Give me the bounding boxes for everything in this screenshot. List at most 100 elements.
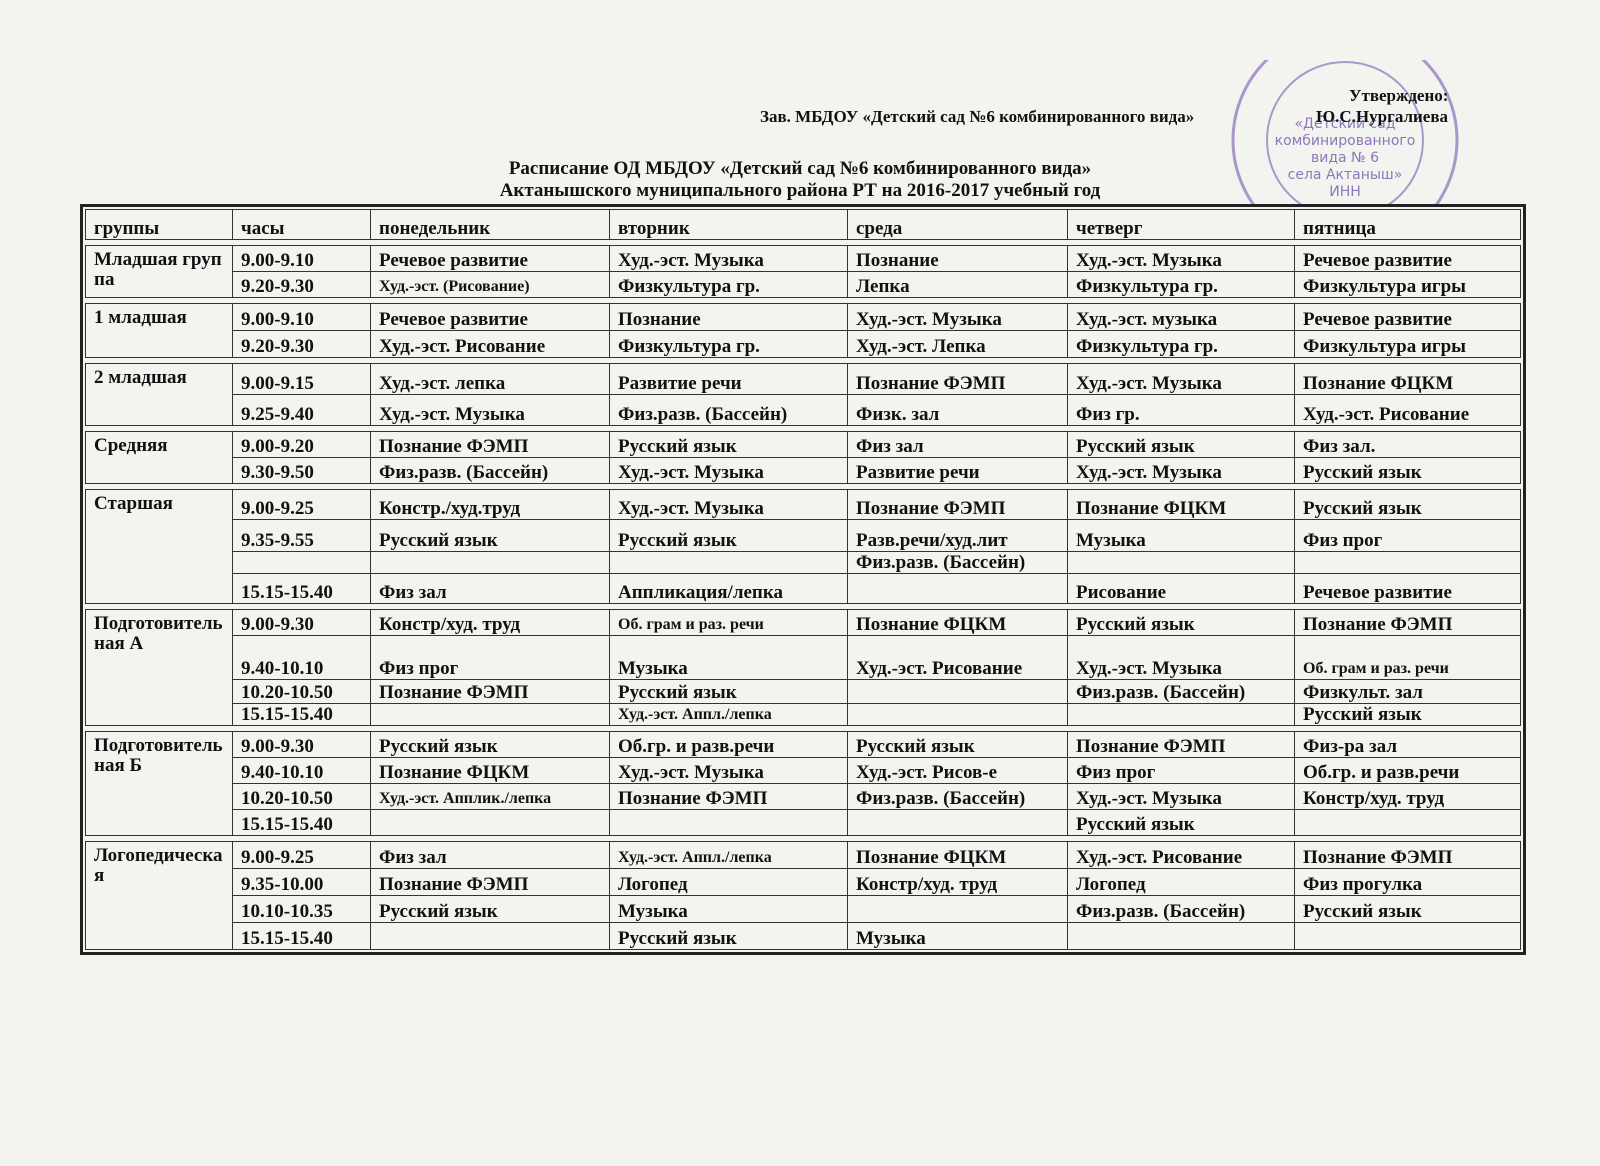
time-cell: 9.25-9.40	[232, 394, 371, 426]
activity-cell: Познание ФЦКМ	[1067, 489, 1295, 520]
schedule-row: 9.30-9.50 Физ.разв. (Бассейн) Худ.-эст. Му…	[86, 457, 1521, 484]
activity-cell: Физ.разв. (Бассейн)	[847, 783, 1068, 810]
activity-cell: Русский язык	[609, 431, 848, 458]
time-cell: 9.00-9.25	[232, 489, 371, 520]
activity-cell: Русский язык	[1294, 457, 1521, 484]
activity-cell: Познание ФЦКМ	[370, 757, 610, 784]
activity-cell: Познание ФЭМП	[370, 679, 610, 704]
activity-cell: Музыка	[1067, 519, 1295, 552]
activity-cell: Русский язык	[370, 519, 610, 552]
time-cell: 15.15-15.40	[232, 809, 371, 836]
schedule-row: 10.20-10.50 Худ.-эст. Апплик./лепка Познан…	[86, 783, 1521, 810]
column-header: четверг	[1067, 209, 1295, 240]
time-cell: 9.40-10.10	[232, 757, 371, 784]
activity-cell: Худ.-эст. лепка	[370, 363, 610, 395]
schedule-row: Физ.разв. (Бассейн)	[86, 551, 1521, 574]
activity-cell	[1067, 922, 1295, 950]
activity-cell: Худ.-эст. Музыка	[1067, 457, 1295, 484]
activity-cell: Худ.-эст. музыка	[1067, 303, 1295, 331]
time-cell: 9.00-9.15	[232, 363, 371, 395]
time-cell: 10.20-10.50	[232, 679, 371, 704]
schedule-row: 2 младшая 9.00-9.15 Худ.-эст. лепка Развити…	[85, 363, 1521, 426]
group-name: 1 младшая	[85, 303, 233, 358]
activity-cell: Физк. зал	[847, 394, 1068, 426]
activity-cell: Об.гр. и разв.речи	[609, 731, 848, 758]
activity-cell: Русский язык	[1294, 489, 1521, 520]
activity-cell	[847, 703, 1068, 726]
activity-cell: Познание ФЦКМ	[1294, 363, 1521, 395]
activity-cell: Лепка	[847, 271, 1068, 298]
time-cell: 15.15-15.40	[232, 703, 371, 726]
activity-cell: Об.гр. и разв.речи	[1294, 757, 1521, 784]
activity-cell: Физ.разв. (Бассейн)	[847, 551, 1068, 574]
activity-cell: Логопед	[1067, 868, 1295, 896]
activity-cell: Худ.-эст. (Рисование)	[370, 271, 610, 298]
activity-cell: Физкульт. зал	[1294, 679, 1521, 704]
activity-cell: Физ прог	[370, 635, 610, 680]
title-line: Актанышского муниципального района РТ на…	[499, 180, 1101, 201]
stamp-text: ИНН	[1329, 184, 1361, 200]
activity-cell: Худ.-эст. Музыка	[1067, 245, 1295, 272]
schedule-row: 10.10-10.35 Русский язык Музыка Физ.разв. (…	[86, 895, 1521, 923]
position: Зав. МБДОУ «Детский сад №6 комбинированн…	[760, 107, 1195, 126]
column-header: среда	[847, 209, 1068, 240]
group-name: Логопедическая	[85, 841, 233, 950]
activity-cell: Логопед	[609, 868, 848, 896]
activity-cell: Констр/худ. труд	[847, 868, 1068, 896]
time-cell: 10.20-10.50	[232, 783, 371, 810]
activity-cell: Разв.речи/худ.лит	[847, 519, 1068, 552]
activity-cell	[1294, 922, 1521, 950]
time-cell: 10.10-10.35	[232, 895, 371, 923]
group-table: Подготовительная А 9.00-9.30 Констр/худ. т…	[85, 609, 1521, 726]
activity-cell: Музыка	[609, 635, 848, 680]
activity-cell: Русский язык	[847, 731, 1068, 758]
time-cell: 9.00-9.10	[232, 245, 371, 272]
activity-cell	[847, 679, 1068, 704]
activity-cell	[847, 895, 1068, 923]
activity-cell: Физ прог	[1067, 757, 1295, 784]
activity-cell: Речевое развитие	[1294, 303, 1521, 331]
activity-cell	[370, 703, 610, 726]
activity-cell: Физ прогулка	[1294, 868, 1521, 896]
column-header: часы	[232, 209, 371, 240]
column-header: группы	[85, 209, 233, 240]
schedule-row: 10.20-10.50 Познание ФЭМП Русский язык Физ.…	[86, 679, 1521, 704]
schedule-row: 1 младшая 9.00-9.10 Речевое развитие Познан…	[85, 303, 1521, 358]
signatory: Ю.С.Нургалиева	[1316, 107, 1449, 126]
activity-cell: Физ прог	[1294, 519, 1521, 552]
time-cell	[232, 551, 371, 574]
activity-cell: Худ.-эст. Музыка	[609, 457, 848, 484]
group-table: Логопедическая 9.00-9.25 Физ зал Худ.-эст. …	[85, 841, 1521, 950]
activity-cell	[370, 809, 610, 836]
activity-cell: Познание ФЦКМ	[847, 609, 1068, 636]
activity-cell: Физ гр.	[1067, 394, 1295, 426]
activity-cell: Познание ФЭМП	[1067, 731, 1295, 758]
activity-cell: Русский язык	[370, 895, 610, 923]
time-cell: 15.15-15.40	[232, 922, 371, 950]
time-cell: 9.35-9.55	[232, 519, 371, 552]
schedule-table: группы часы понедельник вторник среда четверг…	[80, 204, 1526, 955]
group-table: 1 младшая 9.00-9.10 Речевое развитие Познан…	[85, 303, 1521, 358]
activity-cell: Речевое развитие	[370, 303, 610, 331]
schedule-row: 9.25-9.40 Худ.-эст. Музыка Физ.разв. (Басс…	[86, 394, 1521, 426]
activity-cell: Познание ФЭМП	[1294, 841, 1521, 869]
activity-cell: Развитие речи	[847, 457, 1068, 484]
activity-cell	[847, 573, 1068, 604]
activity-cell: Познание	[609, 303, 848, 331]
activity-cell: Худ.-эст. Рисование	[370, 330, 610, 358]
activity-cell: Худ.-эст. Музыка	[847, 303, 1068, 331]
activity-cell: Русский язык	[1294, 895, 1521, 923]
stamp-outer-ring	[1231, 60, 1459, 220]
group-table: Младшая группа 9.00-9.10 Речевое развитие Х…	[85, 245, 1521, 298]
activity-cell: Физкультура гр.	[609, 330, 848, 358]
activity-cell: Физ.разв. (Бассейн)	[1067, 895, 1295, 923]
activity-cell: Физкультура гр.	[1067, 330, 1295, 358]
time-cell: 9.20-9.30	[232, 330, 371, 358]
schedule-row: 15.15-15.40 Русский язык	[86, 809, 1521, 836]
activity-cell: Худ.-эст. Аппл./лепка	[609, 841, 848, 869]
activity-cell: Худ.-эст. Апплик./лепка	[370, 783, 610, 810]
activity-cell: Худ.-эст. Лепка	[847, 330, 1068, 358]
group-name: 2 младшая	[85, 363, 233, 426]
title-line: Расписание ОД МБДОУ «Детский сад №6 комб…	[508, 158, 1092, 179]
